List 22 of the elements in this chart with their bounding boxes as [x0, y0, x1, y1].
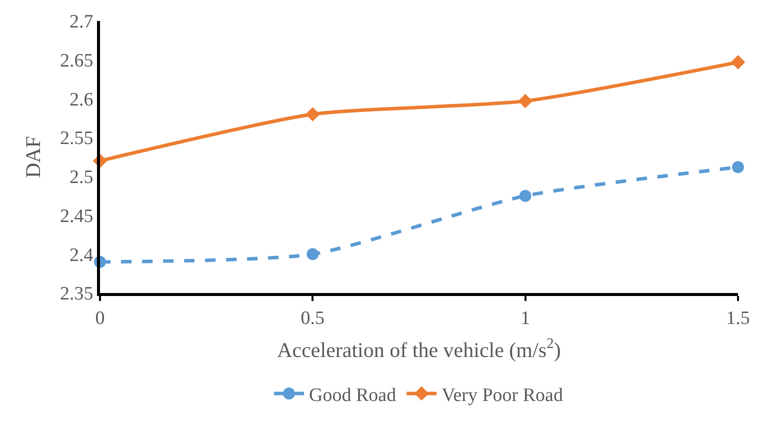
y-tick-label: 2.55 [60, 128, 94, 150]
point [730, 55, 746, 70]
legend-label: Good Road [309, 384, 397, 406]
y-tick-label: 2.7 [69, 12, 94, 33]
y-tick-label: 2.4 [69, 244, 94, 266]
y-tick-label: 2.6 [69, 89, 94, 110]
y-tick-label: 2.45 [60, 206, 94, 227]
y-tick-label: 2.65 [60, 50, 94, 72]
legend-label: Very Poor Road [442, 384, 564, 406]
point [732, 161, 744, 174]
point [519, 190, 532, 202]
point [518, 94, 532, 108]
y-axis-title: DAF [21, 136, 46, 178]
x-tick-label: 1 [520, 308, 530, 329]
x-tick-label: 1.5 [726, 308, 750, 329]
y-tick-label: 2.35 [60, 284, 94, 305]
point [306, 107, 320, 122]
x-tick-label: 0.5 [300, 308, 325, 329]
x-axis-title: Acceleration of the vehicle (m/s$^{2}$) [277, 336, 561, 362]
x-tick-label: 0 [95, 308, 105, 329]
point [306, 248, 319, 260]
y-tick-label: 2.5 [69, 167, 94, 188]
